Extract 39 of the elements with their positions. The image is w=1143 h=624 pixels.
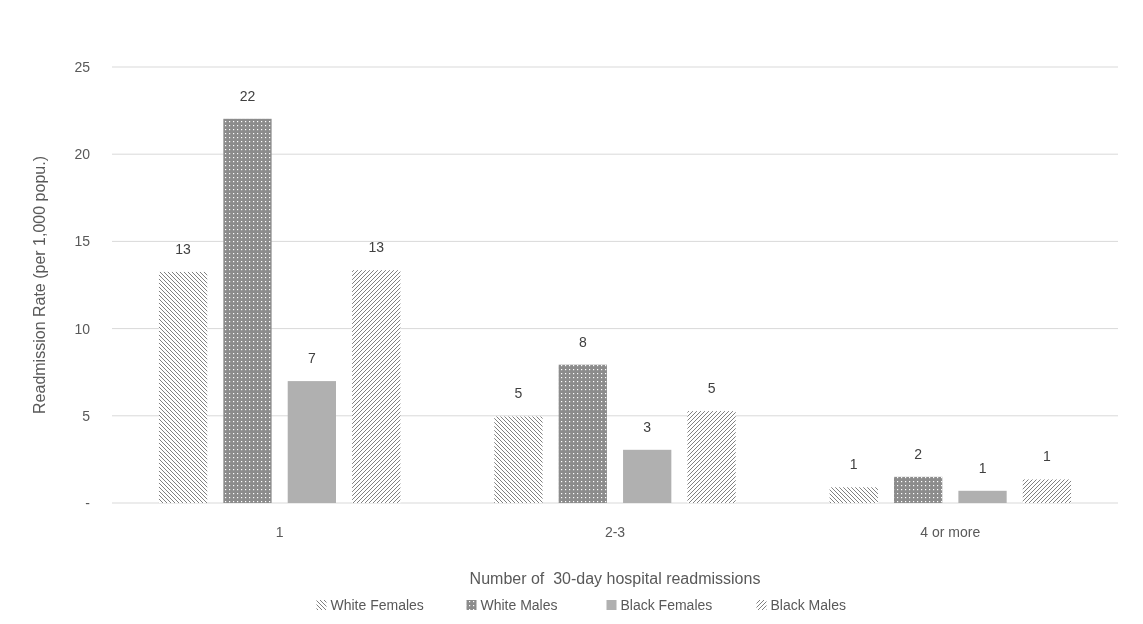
bar — [1022, 479, 1072, 503]
legend-label: Black Females — [620, 596, 713, 613]
bar — [623, 449, 672, 503]
y-axis-title: Readmission Rate (per 1,000 popu.) — [31, 156, 48, 414]
bar — [352, 270, 401, 503]
legend-label: White Females — [330, 596, 424, 613]
data-label: 1 — [1043, 448, 1052, 465]
legend-label: White Males — [480, 596, 558, 613]
bar — [494, 416, 543, 503]
y-tick-label: 10 — [74, 320, 91, 337]
bar — [894, 476, 943, 503]
data-label: 1 — [978, 459, 987, 476]
y-tick-label: - — [85, 494, 91, 511]
bar — [829, 487, 878, 503]
y-tick-label: 15 — [74, 233, 91, 250]
data-label: 13 — [175, 240, 192, 257]
bar — [958, 490, 1007, 503]
x-tick-label: 1 — [275, 524, 284, 540]
data-label: 3 — [643, 418, 652, 435]
y-tick-label: 25 — [74, 58, 91, 75]
data-label: 1 — [849, 456, 858, 473]
bar — [158, 271, 208, 503]
x-tick-label: 2-3 — [604, 524, 626, 540]
legend-label: Black Males — [770, 596, 846, 613]
data-label: 8 — [578, 333, 587, 350]
data-label: 13 — [368, 239, 385, 256]
data-label: 2 — [914, 445, 923, 462]
bar — [687, 411, 736, 503]
data-label: 5 — [707, 380, 716, 397]
x-tick-label: 4 or more — [920, 524, 981, 540]
bar — [558, 364, 607, 503]
bar — [223, 118, 272, 503]
data-label: 22 — [239, 87, 256, 104]
data-label: 7 — [307, 350, 316, 367]
y-tick-label: 20 — [74, 146, 91, 163]
bar — [287, 381, 336, 503]
data-label: 5 — [514, 385, 523, 402]
y-tick-label: 5 — [82, 407, 91, 424]
x-axis-title: Number of 30-day hospital readmissions — [469, 570, 761, 587]
